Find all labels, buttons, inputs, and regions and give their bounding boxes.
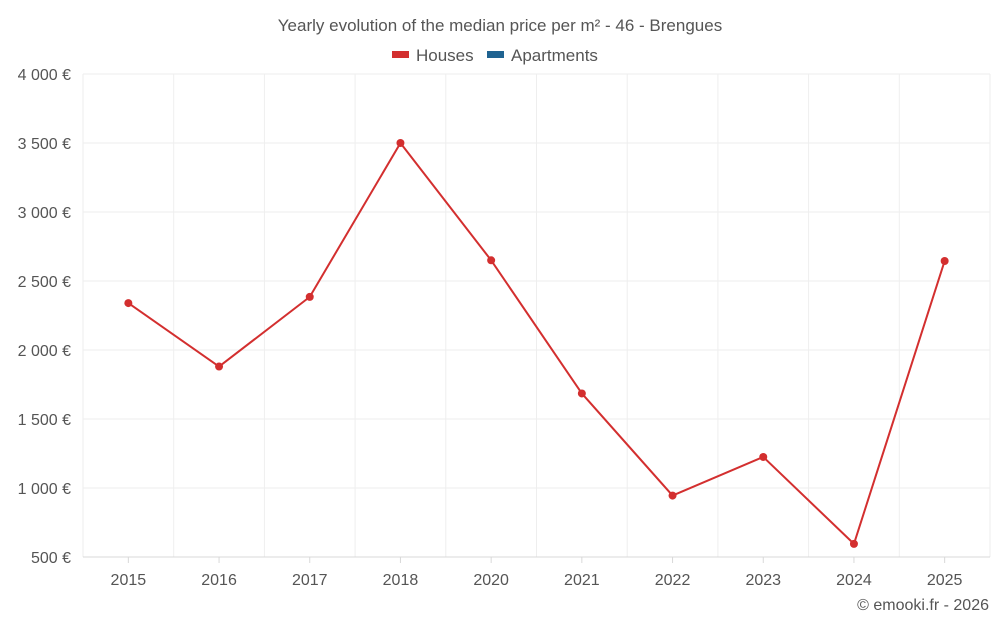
chart-title: Yearly evolution of the median price per… [278,16,722,35]
credit-text: © emooki.fr - 2026 [857,597,989,614]
y-tick-label: 4 000 € [18,67,71,84]
legend-item-apartments[interactable]: Apartments [487,46,598,65]
x-tick-label: 2018 [383,572,419,589]
legend: Houses Apartments [392,46,598,65]
legend-item-houses[interactable]: Houses [392,46,474,65]
legend-label-apartments: Apartments [511,46,598,65]
y-tick-label: 2 500 € [18,274,71,291]
y-tick-label: 3 000 € [18,205,71,222]
y-axis: 500 € 1 000 € 1 500 € 2 000 € 2 500 € 3 000 €… [18,67,71,567]
y-tick-label: 1 500 € [18,412,71,429]
data-point[interactable] [759,452,768,461]
data-point[interactable] [215,362,224,371]
data-point[interactable] [124,299,133,308]
data-point[interactable] [940,256,949,265]
data-point[interactable] [396,139,405,147]
grid [82,73,991,557]
x-tick-label: 2021 [564,572,600,589]
y-tick-label: 500 € [31,550,71,567]
x-tick-label: 2017 [292,572,328,589]
series-houses [124,139,949,548]
data-point[interactable] [487,256,496,265]
x-tick-label: 2015 [111,572,147,589]
series-line [127,142,946,545]
legend-label-houses: Houses [416,46,474,65]
y-tick-label: 2 000 € [18,343,71,360]
data-point[interactable] [577,389,586,398]
data-point[interactable] [849,539,858,548]
x-tick-label: 2023 [745,572,781,589]
x-tick-label: 2020 [473,572,509,589]
x-axis: 2015 2016 2017 2018 2020 2021 2022 2023 2024 2025 [83,556,990,589]
legend-swatch-apartments [487,51,504,58]
x-tick-label: 2016 [201,572,237,589]
legend-swatch-houses [392,51,409,58]
x-tick-label: 2025 [927,572,963,589]
data-point[interactable] [305,292,314,301]
data-point[interactable] [668,491,677,500]
y-tick-label: 1 000 € [18,481,71,498]
x-tick-label: 2022 [655,572,691,589]
x-tick-label: 2024 [836,572,872,589]
y-tick-label: 3 500 € [18,136,71,153]
